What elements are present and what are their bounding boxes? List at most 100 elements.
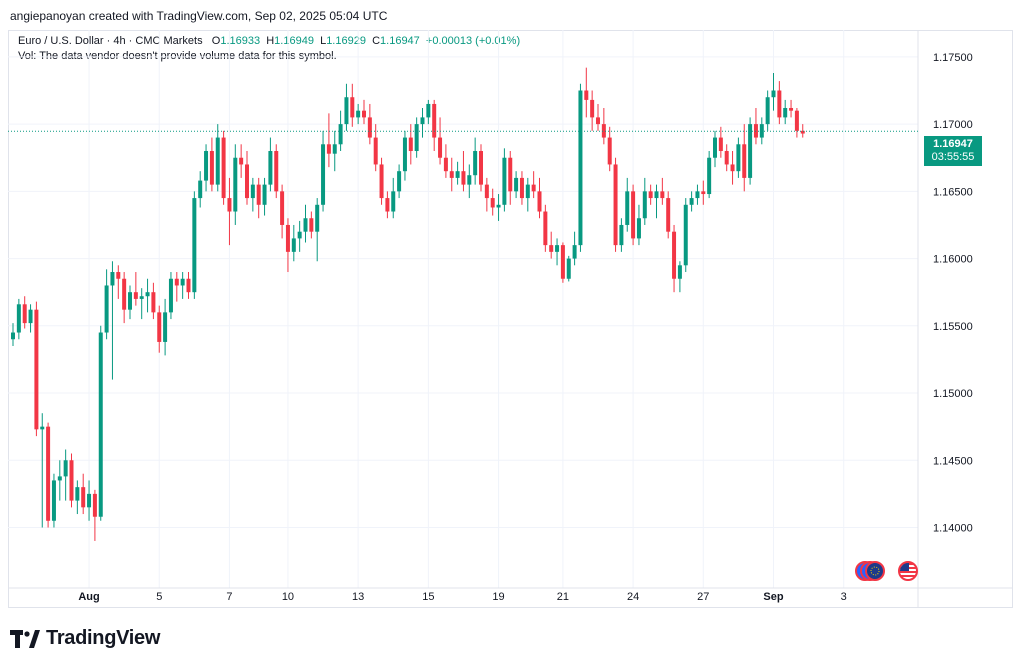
brand-name: TradingView — [46, 627, 161, 649]
candle — [718, 126, 723, 158]
candle-body — [180, 278, 185, 286]
candle-body — [98, 332, 103, 517]
candle — [69, 453, 74, 508]
candle-body — [525, 184, 530, 199]
candle-body — [695, 191, 700, 199]
candle-body — [672, 231, 677, 279]
candle-body — [268, 151, 273, 185]
candle-body — [701, 191, 706, 195]
candle — [537, 177, 542, 219]
time-tick-label: Aug — [78, 591, 99, 603]
candle-body — [221, 137, 226, 199]
time-tick-label: 27 — [697, 591, 709, 603]
open-value: 1.16933 — [220, 35, 261, 47]
candle-body — [75, 487, 80, 501]
candle — [438, 117, 443, 165]
candle — [116, 265, 121, 299]
candle — [16, 298, 21, 340]
candle — [765, 90, 770, 131]
candle-body — [479, 151, 483, 185]
candle — [490, 188, 495, 216]
candle — [338, 110, 343, 152]
symbol-title[interactable]: Euro / U.S. Dollar · 4h · CMC Markets — [18, 35, 203, 47]
candle — [268, 137, 273, 192]
candle-body — [262, 184, 267, 205]
candle-body — [771, 90, 776, 98]
candle — [81, 473, 86, 515]
last-price-tag: 1.16947 03:55:55 — [924, 136, 982, 166]
time-tick-label: 3 — [841, 591, 847, 603]
candle — [648, 184, 653, 205]
candle — [479, 144, 483, 192]
candle — [461, 151, 466, 192]
candle-body — [28, 309, 33, 324]
grid-lines — [8, 30, 1013, 608]
candle — [309, 211, 314, 239]
candle — [625, 177, 630, 232]
candle-body — [297, 231, 302, 239]
candle — [420, 107, 425, 138]
price-axis: 1.17500 1.17000 1.16500 1.16000 1.15500 1.150… — [933, 52, 973, 535]
candle — [321, 130, 326, 212]
candle-body — [519, 177, 524, 199]
candle-body — [367, 117, 372, 138]
candle-body — [198, 180, 203, 199]
candle-body — [537, 191, 542, 212]
candle — [145, 278, 150, 313]
candle-body — [736, 144, 741, 172]
us-flag-icon[interactable] — [898, 561, 918, 581]
candle-body — [455, 171, 460, 178]
candle — [508, 151, 513, 205]
candle-body — [566, 258, 571, 279]
candle — [28, 304, 33, 333]
candle-body — [660, 191, 665, 199]
candle-body — [414, 124, 419, 152]
candle-body — [543, 211, 548, 246]
candle-body — [227, 198, 232, 212]
candle — [250, 177, 255, 212]
candle — [40, 413, 45, 528]
high-label: H — [266, 35, 275, 47]
price-tick-label: 1.17500 — [933, 52, 973, 64]
candle — [22, 296, 27, 329]
candle-body — [420, 117, 425, 125]
candle — [502, 148, 507, 212]
candle-body — [379, 164, 384, 199]
candle — [414, 117, 419, 158]
candle — [713, 130, 717, 168]
candle-body — [613, 164, 618, 246]
candle-body — [215, 137, 220, 185]
candle — [104, 269, 109, 340]
candle-body — [51, 480, 56, 521]
candle-body — [601, 124, 606, 138]
candle — [794, 107, 799, 138]
tradingview-logo[interactable]: TradingView — [10, 627, 160, 650]
candle — [654, 184, 659, 219]
candle — [549, 231, 554, 259]
candle-body — [408, 137, 413, 152]
candle — [525, 177, 530, 212]
candle — [192, 191, 197, 299]
candle-body — [274, 151, 279, 192]
candle — [11, 323, 15, 346]
candle-body — [730, 164, 735, 172]
candle-body — [133, 292, 138, 299]
candle-body — [461, 171, 466, 185]
candle — [233, 144, 238, 225]
candle — [350, 83, 355, 127]
candle — [174, 272, 179, 302]
candle-body — [642, 191, 647, 219]
candle-body — [192, 198, 197, 293]
candle — [221, 130, 226, 205]
time-tick-label: 7 — [226, 591, 232, 603]
open-label: O — [211, 35, 221, 47]
eu-flag-icon[interactable] — [865, 561, 885, 581]
candle-body — [549, 245, 554, 252]
candle — [543, 204, 548, 252]
candle — [285, 218, 290, 273]
candle — [151, 282, 156, 320]
candle — [724, 144, 729, 172]
candle-body — [87, 493, 92, 508]
candle-body — [718, 137, 723, 152]
